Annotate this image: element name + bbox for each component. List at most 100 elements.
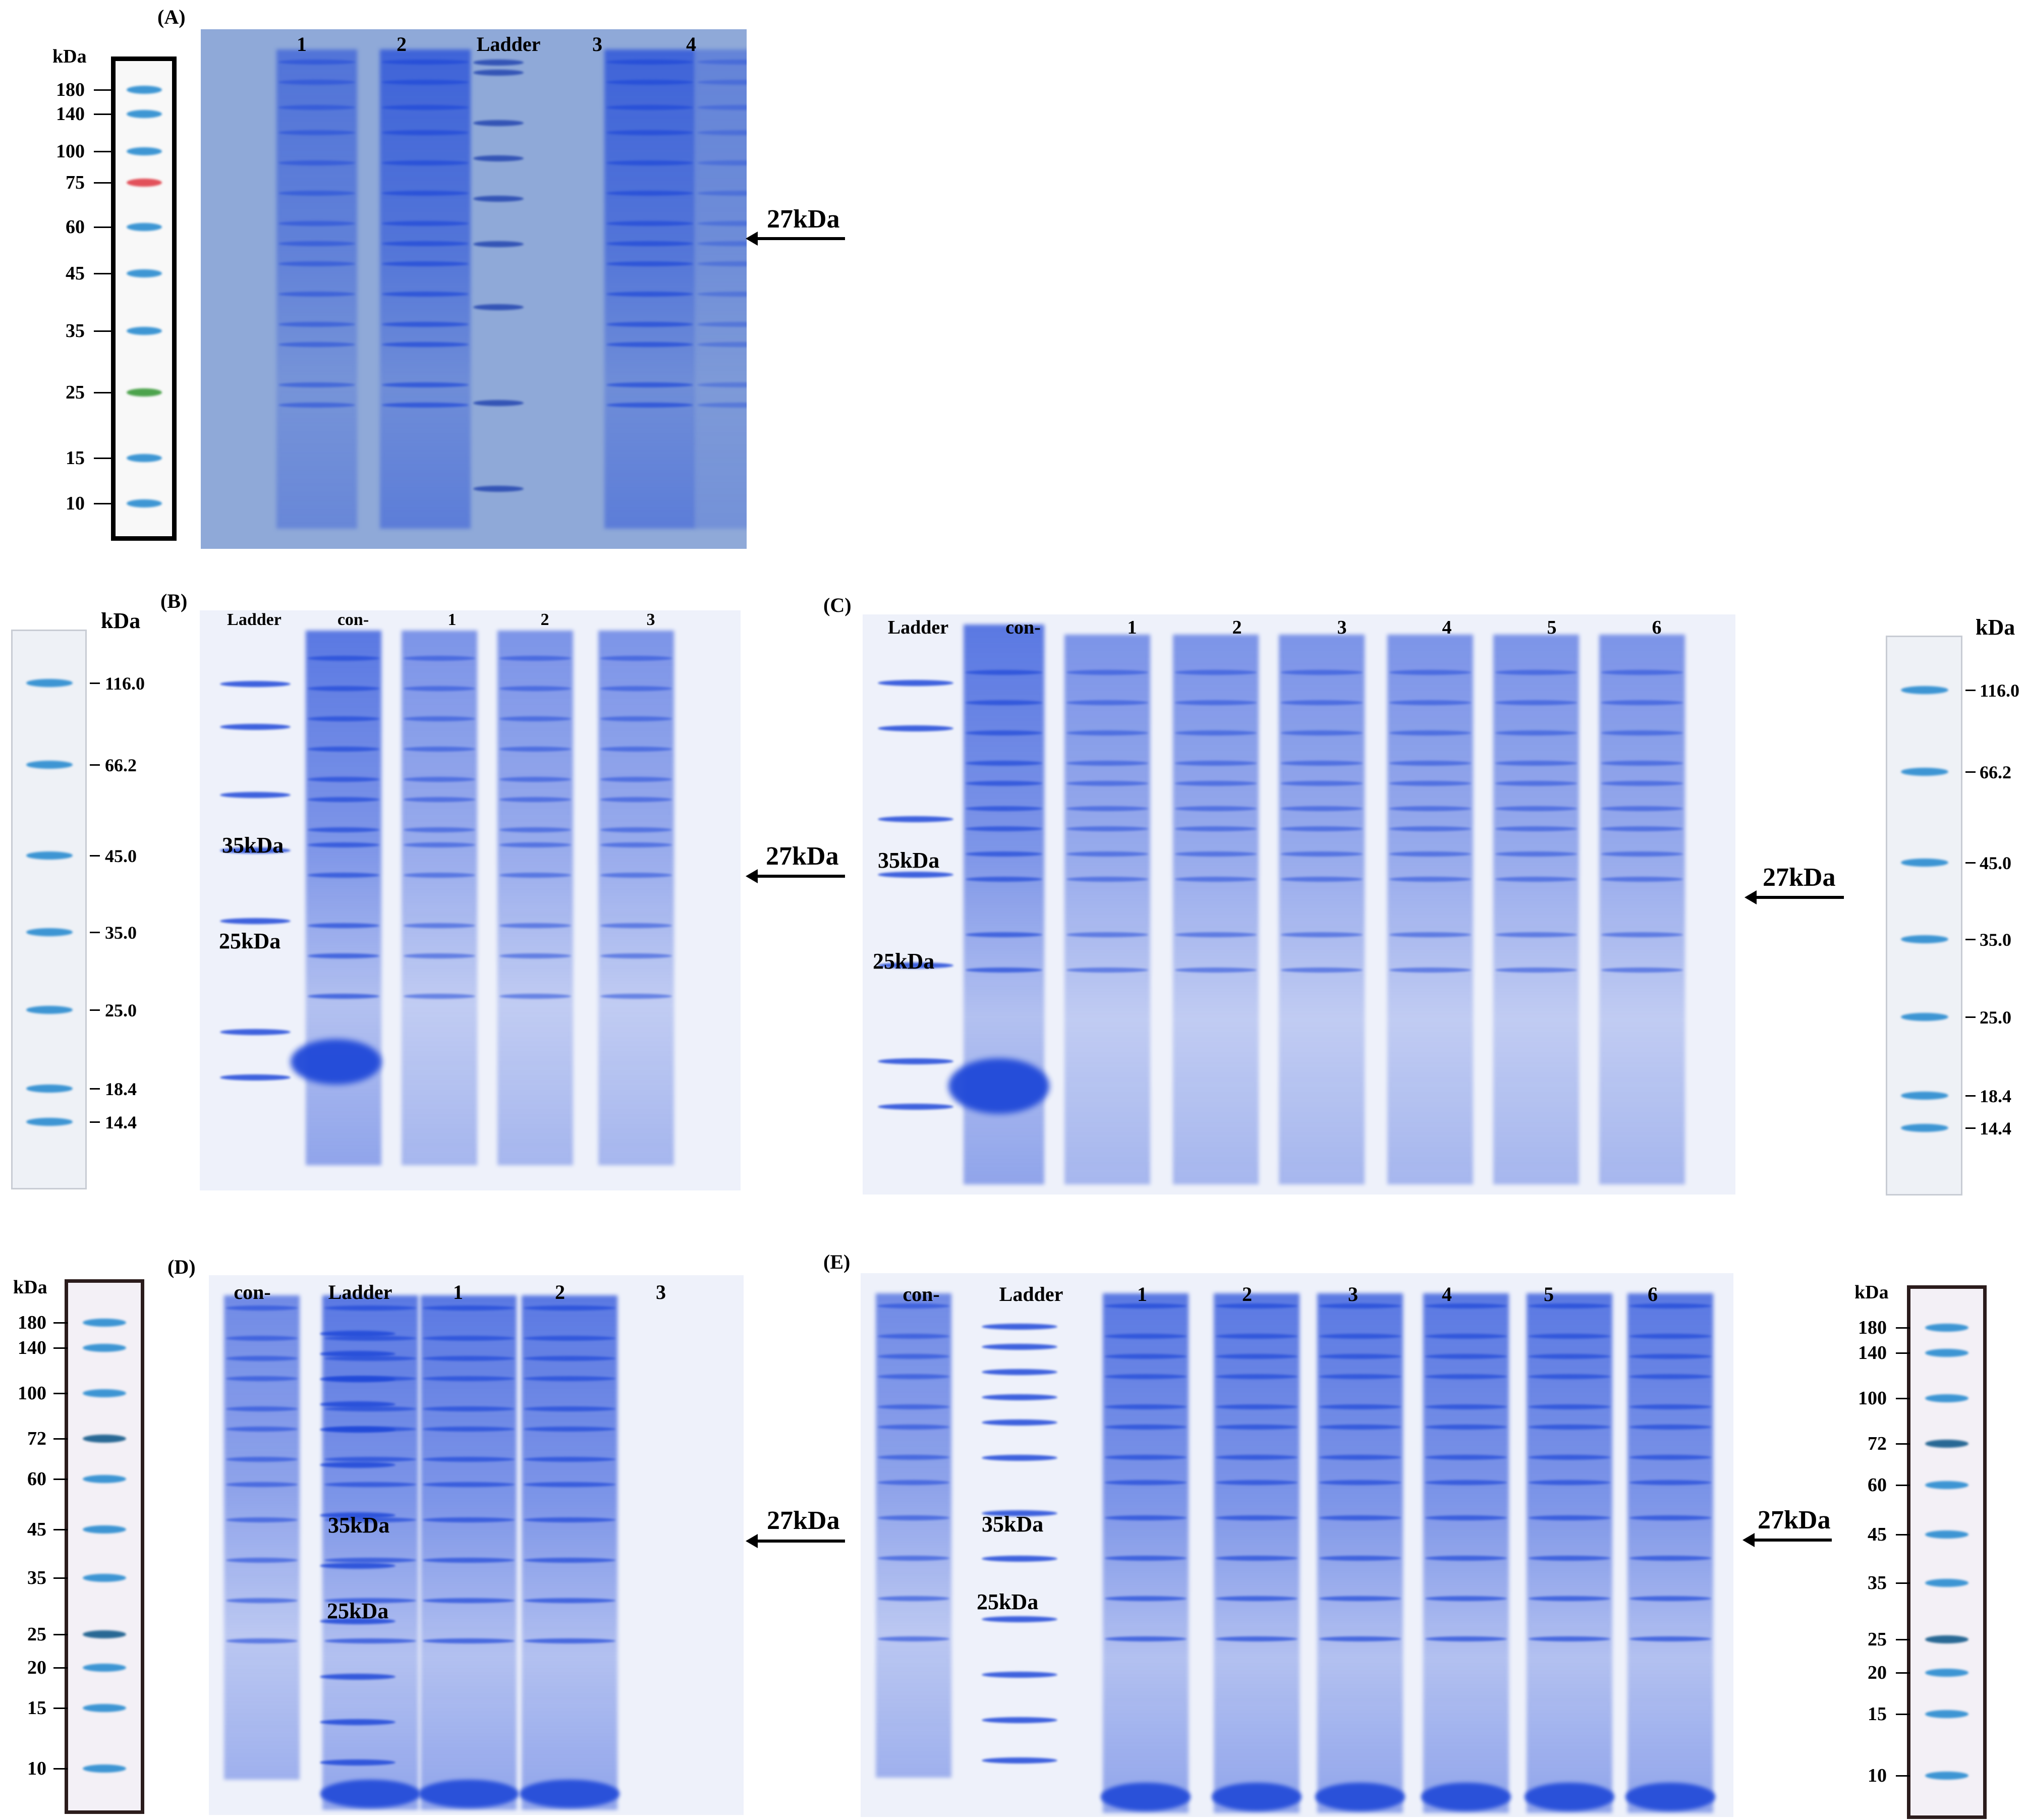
- ladder-band: [473, 70, 524, 76]
- gel-band: [966, 700, 1042, 705]
- lane-label: Ladder: [887, 617, 949, 638]
- gel-band: [382, 322, 469, 327]
- gel-band: [697, 241, 747, 246]
- gel-lane-smear: [604, 49, 695, 529]
- gel-band: [324, 1457, 416, 1462]
- lane-label: Ladder: [999, 1283, 1063, 1305]
- gel-band: [606, 105, 693, 110]
- marker-band: [26, 1006, 73, 1014]
- gel-band: [404, 747, 475, 752]
- gel-lane-smear: [276, 49, 357, 529]
- gel-band: [1601, 670, 1683, 675]
- lane-label: 1: [297, 33, 307, 55]
- gel-lane-smear: [1599, 635, 1685, 1184]
- panel-a-gel: [201, 29, 747, 549]
- gel-band: [600, 777, 672, 782]
- gel-band: [1629, 1303, 1711, 1309]
- gel-band: [1601, 781, 1683, 786]
- ladder-band: [982, 1510, 1057, 1516]
- marker-label: 45.0: [105, 846, 137, 866]
- gel-band: [600, 994, 672, 999]
- gel-band: [966, 806, 1042, 811]
- gel-band: [1319, 1404, 1401, 1409]
- gel-band: [423, 1376, 515, 1381]
- gel-band: [423, 1356, 515, 1361]
- gel-band: [1389, 670, 1471, 675]
- marker-label: 25.0: [1980, 1007, 2011, 1028]
- panel-b-gel: [200, 610, 741, 1190]
- gel-band: [1175, 730, 1257, 735]
- gel-band: [226, 1558, 298, 1563]
- marker-tick: [94, 113, 114, 115]
- gel-band: [606, 322, 693, 327]
- ladder-band: [473, 304, 524, 310]
- gel-band: [697, 322, 747, 327]
- gel-band: [423, 1406, 515, 1411]
- lane-label: 2: [555, 1281, 565, 1303]
- gel-band: [966, 932, 1042, 937]
- gel-band: [423, 1305, 515, 1311]
- gel-band: [1601, 932, 1683, 937]
- gel-band: [1175, 806, 1257, 811]
- gel-band: [1529, 1480, 1610, 1485]
- gel-lane-smear: [224, 1295, 300, 1780]
- gel-band: [499, 656, 571, 661]
- gel-lane-smear: [380, 49, 471, 529]
- gel-band: [878, 1425, 949, 1430]
- ladder-band: [982, 1344, 1057, 1350]
- panel-d-marker-unit: kDa: [13, 1277, 47, 1298]
- gel-bottom-band: [1525, 1783, 1614, 1811]
- gel-band: [1175, 700, 1257, 705]
- gel-band: [382, 160, 469, 165]
- gel-band: [1425, 1480, 1507, 1485]
- gel-band: [524, 1517, 615, 1522]
- gel-band: [600, 797, 672, 802]
- marker-tick: [1965, 771, 1976, 773]
- gel-band: [1629, 1515, 1711, 1520]
- gel-band: [1389, 968, 1471, 973]
- ladder-band: [320, 1331, 396, 1337]
- gel-band: [1495, 806, 1577, 811]
- panel-c-annotation: 27kDa: [1763, 863, 1836, 892]
- ladder-band: [982, 1672, 1057, 1678]
- gel-band: [1495, 826, 1577, 831]
- gel-band: [404, 873, 475, 878]
- gel-band: [382, 60, 469, 65]
- ladder-size-label: 25kDa: [977, 1589, 1039, 1614]
- gel-band: [324, 1638, 416, 1643]
- lane-label: 1: [447, 610, 457, 629]
- marker-band: [26, 679, 73, 687]
- gel-band: [404, 656, 475, 661]
- gel-band: [878, 1455, 949, 1460]
- gel-band: [308, 777, 379, 782]
- gel-band: [1175, 932, 1257, 937]
- marker-band: [1925, 1349, 1968, 1357]
- marker-label: 18.4: [1980, 1086, 2011, 1106]
- gel-band: [278, 322, 355, 327]
- gel-band: [524, 1457, 615, 1462]
- gel-band: [524, 1598, 615, 1603]
- ladder-band: [320, 1618, 396, 1624]
- gel-band: [226, 1482, 298, 1487]
- marker-band: [1925, 1394, 1968, 1402]
- marker-band: [83, 1525, 126, 1533]
- ladder-band: [878, 680, 953, 686]
- gel-band: [1216, 1374, 1298, 1379]
- panel-d-annotation: 27kDa: [767, 1506, 840, 1535]
- gel-band: [1495, 932, 1577, 937]
- gel-band: [1425, 1354, 1507, 1359]
- gel-band: [499, 873, 571, 878]
- gel-band: [966, 877, 1042, 882]
- gel-band: [278, 191, 355, 196]
- marker-label: 14.4: [1980, 1118, 2011, 1139]
- gel-band: [382, 261, 469, 266]
- marker-band: [83, 1389, 126, 1397]
- gel-band: [524, 1376, 615, 1381]
- ladder-size-label: 25kDa: [219, 929, 281, 953]
- lane-label: con-: [337, 610, 369, 629]
- marker-band: [127, 179, 162, 187]
- marker-label: 60: [1868, 1474, 1887, 1496]
- ladder-band: [982, 1394, 1057, 1400]
- gel-band: [382, 342, 469, 347]
- marker-band: [1925, 1669, 1968, 1677]
